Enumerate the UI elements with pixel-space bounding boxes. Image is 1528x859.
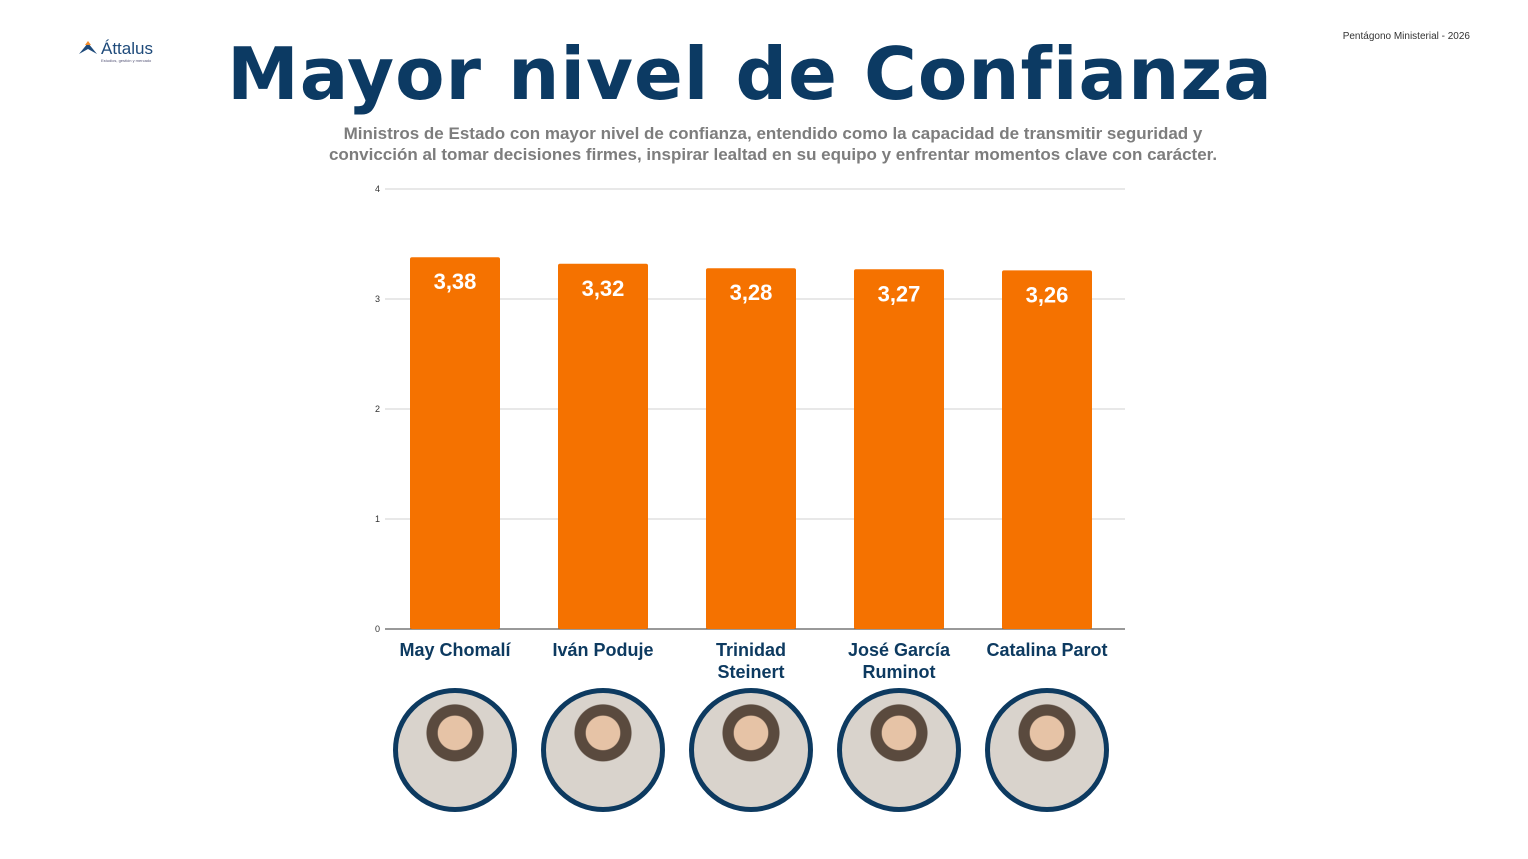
minister-photo xyxy=(689,688,813,812)
x-category-label: Trinidad xyxy=(716,640,786,660)
x-category-label: José García xyxy=(848,640,951,660)
minister-photo xyxy=(985,688,1109,812)
bar-value-label: 3,26 xyxy=(1026,282,1069,307)
logo-tagline: Estudios, gestión y mercado xyxy=(101,58,152,63)
y-tick-label: 1 xyxy=(375,514,380,524)
attalus-logo: Áttalus Estudios, gestión y mercado xyxy=(79,40,153,63)
logo-text: Áttalus Estudios, gestión y mercado xyxy=(101,40,153,63)
bar-value-label: 3,38 xyxy=(434,269,477,294)
bar xyxy=(558,263,648,629)
logo-name: Áttalus xyxy=(101,39,153,58)
x-category-label: Catalina Parot xyxy=(986,640,1107,660)
minister-photo xyxy=(541,688,665,812)
bar xyxy=(854,269,944,629)
mountain-logo-icon xyxy=(79,41,97,54)
x-category-label: Iván Poduje xyxy=(552,640,653,660)
bar-chart: 0 1 2 3 4 3,38 May Chomalí 3,32 Iván Poduje 3,28 T… xyxy=(375,184,1125,682)
y-tick-label: 0 xyxy=(375,624,380,634)
bar xyxy=(1002,270,1092,629)
x-category-label: May Chomalí xyxy=(399,640,511,660)
x-category-label: Steinert xyxy=(717,662,784,682)
bar xyxy=(706,268,796,629)
page-subtitle: Ministros de Estado con mayor nivel de c… xyxy=(328,124,1218,164)
minister-photo xyxy=(393,688,517,812)
report-label: Pentágono Ministerial - 2026 xyxy=(1342,31,1470,42)
bar-value-label: 3,32 xyxy=(582,276,625,301)
bar-value-label: 3,28 xyxy=(730,280,773,305)
minister-photo xyxy=(837,688,961,812)
bar-value-label: 3,27 xyxy=(878,281,921,306)
bar xyxy=(410,257,500,629)
page-title: Mayor nivel de Confianza xyxy=(227,32,1273,116)
y-tick-label: 3 xyxy=(375,294,380,304)
x-category-label: Ruminot xyxy=(863,662,936,682)
y-tick-label: 4 xyxy=(375,184,380,194)
y-tick-label: 2 xyxy=(375,404,380,414)
